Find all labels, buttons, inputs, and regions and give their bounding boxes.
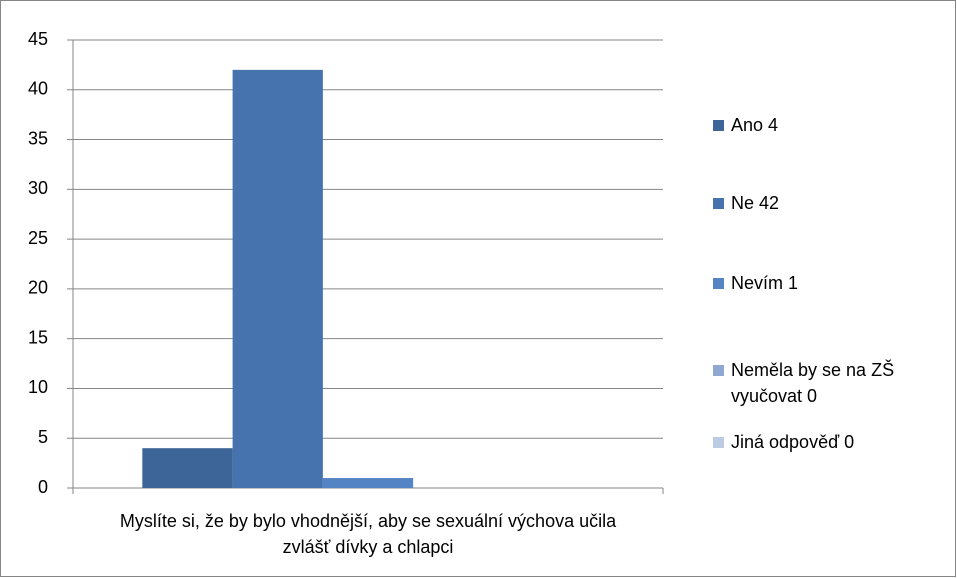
y-tick-label: 25 [28,228,48,248]
y-tick-label: 10 [28,377,48,397]
legend-label: Ano 4 [731,115,779,135]
legend-swatch [713,120,724,131]
legend-label: Jiná odpověď 0 [731,432,855,452]
y-tick-label: 0 [38,477,48,497]
legend-label: Nevím 1 [731,273,799,293]
bar [232,69,323,488]
legend-swatch [713,278,724,289]
y-tick-label: 30 [28,178,48,198]
y-tick-label: 5 [38,427,48,447]
y-tick-label: 20 [28,278,48,298]
y-tick-label: 15 [28,327,48,347]
legend-swatch [713,365,724,376]
bar [142,448,233,488]
x-tick-label: Myslíte si, že by bylo vhodnější, aby se… [119,511,617,557]
y-tick-label: 40 [28,79,48,99]
legend-swatch [713,437,724,448]
bar [322,478,414,488]
y-tick-label: 45 [28,29,48,49]
y-tick-label: 35 [28,128,48,148]
legend-swatch [713,198,724,209]
legend-label: Ne 42 [731,193,780,213]
legend-label: Neměla by se na ZŠ vyučovat 0 [731,360,895,406]
